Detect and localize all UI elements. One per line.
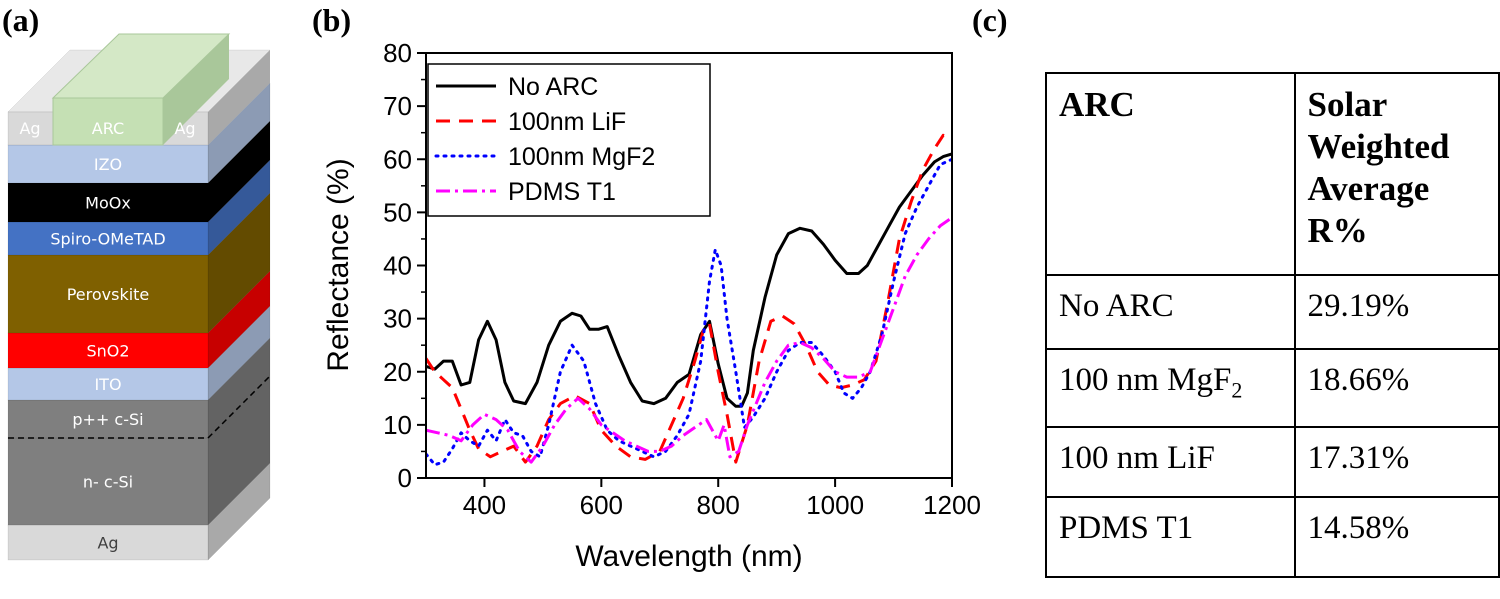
- y-tick-label: 60: [383, 144, 412, 174]
- y-tick-label: 50: [383, 197, 412, 227]
- header-line: Average: [1307, 169, 1430, 208]
- x-tick-label: 1000: [806, 490, 864, 520]
- arc-name-text: 100 nm MgF: [1059, 362, 1232, 398]
- x-axis-label: Wavelength (nm): [575, 540, 802, 573]
- axes: 400 600 800 1000 1200 0 10 20 30 40 50 60 70 80: [383, 38, 981, 520]
- ag-left-label: Ag: [19, 119, 40, 138]
- row-arc-name: PDMS T1: [1045, 496, 1296, 578]
- y-tick-label: 20: [383, 357, 412, 387]
- y-tick-label: 70: [383, 91, 412, 121]
- row-value: 17.31%: [1293, 426, 1500, 498]
- x-tick-label: 800: [697, 490, 740, 520]
- row-arc-name: 100 nm MgF2: [1045, 348, 1296, 428]
- stack-layer: [7, 144, 209, 184]
- row-arc-name: No ARC: [1045, 274, 1296, 350]
- arc-side-face: [163, 34, 229, 145]
- stack-layer-label: IZO: [94, 155, 122, 174]
- series-line: [426, 152, 952, 408]
- stack-layer-label: SnO2: [86, 342, 129, 361]
- stack-top-contacts: ARC Ag Ag: [7, 33, 271, 146]
- y-tick-label: 30: [383, 304, 412, 334]
- row-value: 29.19%: [1293, 274, 1500, 350]
- header-line: R%: [1307, 211, 1368, 250]
- y-tick-label: 80: [383, 38, 412, 68]
- table-header-row: ARC Solar Weighted Average R%: [1045, 72, 1500, 276]
- arc-name-subscript: 2: [1231, 377, 1243, 403]
- ag-contact-side-face: [208, 50, 270, 145]
- header-line: Solar: [1307, 85, 1388, 124]
- ag-right-label: Ag: [174, 119, 195, 138]
- panel-label-b: (b): [312, 2, 352, 38]
- device-stack-diagram: Ag n- c-Si p++ c-Si ITO SnO2 Perovskite Spiro-…: [7, 33, 271, 561]
- y-tick-label: 0: [398, 463, 412, 493]
- table-row: No ARC 29.19%: [1045, 274, 1500, 350]
- x-tick-label: 1200: [923, 490, 981, 520]
- si-interface-dashed-line-side: [207, 375, 271, 439]
- x-tick-label: 400: [463, 490, 506, 520]
- stack-layer-label: n- c-Si: [83, 473, 133, 492]
- header-solar-weighted-average: Solar Weighted Average R%: [1293, 72, 1500, 276]
- table-row: PDMS T1 14.58%: [1045, 496, 1500, 578]
- arc-label: ARC: [92, 119, 124, 138]
- header-line: Weighted: [1307, 127, 1450, 166]
- solar-weighted-reflectance-table: ARC Solar Weighted Average R% No ARC 29.…: [1045, 72, 1500, 578]
- legend-entry: PDMS T1: [508, 178, 616, 206]
- row-value: 18.66%: [1293, 348, 1500, 428]
- row-value: 14.58%: [1293, 496, 1500, 578]
- legend-entry: 100nm LiF: [508, 108, 626, 136]
- table-row: 100 nm MgF2 18.66%: [1045, 348, 1500, 428]
- stack-layer: [7, 254, 209, 334]
- x-tick-label: 600: [580, 490, 623, 520]
- legend: No ARC 100nm LiF 100nm MgF2 PDMS T1: [427, 63, 711, 217]
- stack-layer-label: Spiro-OMeTAD: [50, 230, 165, 249]
- panel-label-a: (a): [2, 2, 40, 38]
- header-arc: ARC: [1045, 72, 1296, 276]
- legend-entry: 100nm MgF2: [508, 143, 655, 171]
- stack-layer-label: Ag: [97, 534, 118, 553]
- y-tick-label: 10: [383, 410, 412, 440]
- plot-lines: [426, 133, 952, 467]
- y-axis-label: Reflectance (%): [322, 158, 355, 371]
- stack-layers: Ag n- c-Si p++ c-Si ITO SnO2 Perovskite Spiro-…: [7, 82, 271, 561]
- series-line: [426, 216, 952, 464]
- stack-layer: [7, 524, 209, 561]
- stack-layer: [7, 221, 209, 256]
- stack-layer: [7, 182, 209, 223]
- stack-layer-label: MoOx: [85, 194, 131, 213]
- stack-layer-label: p++ c-Si: [72, 410, 143, 429]
- stack-layer-label: ITO: [94, 375, 121, 394]
- stack-layer-label: Perovskite: [67, 285, 150, 304]
- legend-entry: No ARC: [508, 73, 598, 101]
- arc-block: [52, 97, 164, 146]
- panel-label-c: (c): [972, 2, 1008, 38]
- stack-layer: [7, 399, 209, 439]
- table-row: 100 nm LiF 17.31%: [1045, 426, 1500, 498]
- row-arc-name: 100 nm LiF: [1045, 426, 1296, 498]
- y-tick-label: 40: [383, 251, 412, 281]
